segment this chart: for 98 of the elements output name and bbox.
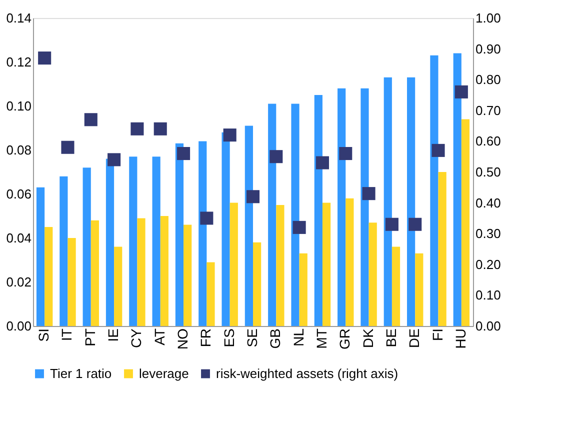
point — [61, 140, 74, 154]
x-tick-label: MT — [313, 328, 330, 349]
y2-tick-label: 0.70 — [476, 102, 501, 118]
bar — [44, 227, 53, 326]
bar — [360, 88, 369, 326]
point — [108, 153, 121, 166]
x-tick-label: ES — [220, 328, 237, 348]
bar — [438, 172, 446, 326]
y2-tick-label: 1.00 — [476, 10, 501, 26]
y-tick-label: 0.06 — [6, 186, 32, 202]
bar — [184, 224, 192, 326]
bar — [60, 176, 68, 326]
x-tick-label: GB — [267, 328, 284, 349]
bar — [453, 53, 462, 326]
point — [339, 147, 352, 160]
bar — [244, 126, 253, 326]
bar — [206, 262, 215, 326]
y2-tick-label: 0.20 — [476, 256, 501, 272]
x-tick-label: CY — [128, 328, 144, 348]
point — [385, 218, 398, 231]
y2-tick-label: 0.90 — [476, 41, 501, 56]
point — [270, 150, 283, 164]
bar — [384, 77, 392, 326]
bar — [230, 202, 238, 326]
y-tick-label: 0.08 — [6, 142, 32, 158]
y2-tick-label: 0.50 — [476, 164, 501, 180]
bar — [322, 202, 331, 326]
x-tick-label: GR — [336, 328, 353, 350]
bar — [160, 216, 168, 326]
x-tick-label: DK — [360, 328, 376, 348]
point — [154, 122, 167, 136]
point — [316, 156, 329, 170]
point — [432, 144, 445, 157]
y-tick-label: 0.02 — [6, 274, 32, 290]
bar — [198, 141, 207, 326]
x-tick-label: SI — [36, 328, 52, 342]
bar — [175, 143, 184, 326]
bar — [346, 198, 354, 326]
point — [223, 128, 236, 142]
x-tick-label: PT — [82, 328, 98, 346]
bar — [253, 242, 262, 326]
bar — [461, 119, 470, 326]
bar — [299, 253, 308, 326]
bar — [276, 205, 284, 326]
legend-label: risk-weighted assets (right axis) — [216, 366, 398, 381]
x-tick-label: FR — [198, 328, 214, 348]
legend-label: leverage — [139, 366, 189, 381]
bar — [291, 104, 300, 326]
bar — [368, 222, 377, 326]
x-tick-label: SE — [244, 328, 260, 348]
bar — [392, 246, 400, 326]
x-tick-label: NL — [290, 328, 306, 346]
point — [130, 122, 144, 136]
bar — [82, 168, 91, 326]
bar — [338, 88, 346, 326]
bar — [36, 187, 45, 326]
bar — [90, 220, 99, 326]
x-tick-label: NO — [174, 328, 191, 350]
point — [177, 147, 190, 160]
point — [454, 85, 468, 98]
bar — [430, 55, 438, 326]
bar — [222, 132, 230, 326]
bar — [268, 104, 276, 326]
bar — [415, 253, 424, 326]
x-tick-label: IT — [58, 328, 75, 341]
bar — [314, 95, 322, 326]
bar — [106, 158, 114, 326]
bar — [407, 77, 416, 326]
y2-tick-label: 0.40 — [476, 195, 501, 210]
point — [292, 220, 306, 234]
x-tick-label: FI — [429, 328, 446, 341]
y-tick-label: 0.10 — [6, 98, 32, 114]
point — [408, 218, 422, 231]
point — [38, 52, 52, 65]
y2-tick-label: 0.60 — [476, 134, 501, 149]
point — [246, 190, 260, 204]
y-tick-label: 0.12 — [6, 54, 32, 70]
x-tick-label: IE — [105, 328, 122, 342]
y-tick-label: 0.04 — [6, 230, 32, 246]
bar — [137, 218, 146, 326]
x-tick-label: HU — [452, 328, 468, 349]
y-tick-label: 0.00 — [6, 318, 32, 334]
point — [84, 113, 98, 126]
point — [362, 187, 376, 200]
x-tick-label: BE — [382, 328, 399, 348]
y-tick-label: 0.14 — [6, 10, 32, 26]
legend-label: Tier 1 ratio — [50, 366, 112, 381]
bar — [152, 156, 160, 326]
y2-tick-label: 0.80 — [476, 72, 501, 88]
x-tick-label: AT — [151, 328, 168, 346]
x-tick-label: DE — [406, 328, 422, 348]
bar — [129, 156, 138, 326]
y2-tick-label: 0.10 — [476, 288, 501, 303]
bar — [68, 238, 76, 326]
bar — [114, 246, 122, 326]
y2-tick-label: 0.30 — [476, 226, 501, 242]
point — [200, 212, 214, 225]
y2-tick-label: 0.00 — [476, 318, 501, 334]
